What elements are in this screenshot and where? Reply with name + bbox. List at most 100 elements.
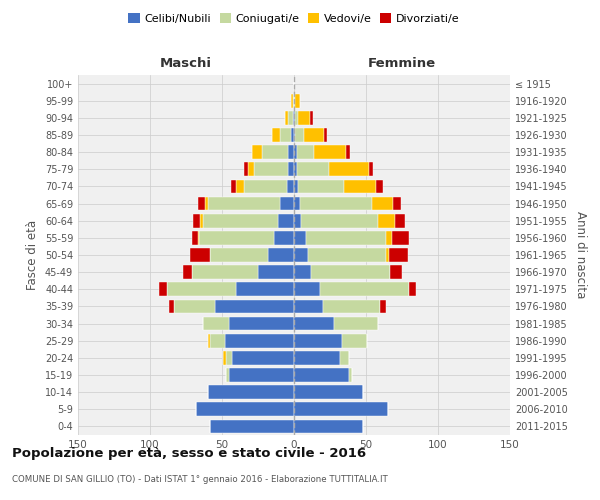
Text: Popolazione per età, sesso e stato civile - 2016: Popolazione per età, sesso e stato civil… [12, 448, 366, 460]
Bar [167, 282, 236, 296]
Bar [196, 402, 294, 416]
Bar [190, 248, 211, 262]
Bar [294, 334, 341, 347]
Bar [226, 368, 229, 382]
Bar [287, 180, 294, 194]
Bar [294, 231, 305, 244]
Bar [288, 162, 294, 176]
Bar [294, 128, 295, 142]
Bar [230, 180, 236, 194]
Bar [280, 128, 291, 142]
Bar [199, 231, 274, 244]
Bar [294, 248, 308, 262]
Bar [211, 420, 294, 434]
Bar [203, 214, 278, 228]
Bar [294, 351, 340, 364]
Bar [252, 146, 262, 159]
Bar [208, 386, 294, 399]
Bar [158, 282, 167, 296]
Bar [340, 351, 349, 364]
Bar [323, 300, 380, 314]
Bar [294, 420, 363, 434]
Bar [225, 334, 294, 347]
Bar [215, 300, 294, 314]
Bar [392, 231, 409, 244]
Bar [293, 111, 294, 124]
Bar [298, 180, 344, 194]
Bar [304, 128, 324, 142]
Bar [294, 214, 301, 228]
Bar [258, 266, 294, 279]
Bar [236, 180, 244, 194]
Bar [376, 180, 383, 194]
Bar [346, 146, 350, 159]
Bar [324, 128, 327, 142]
Bar [294, 94, 295, 108]
Bar [254, 162, 288, 176]
Bar [205, 196, 208, 210]
Bar [288, 146, 294, 159]
Bar [334, 316, 377, 330]
Bar [169, 300, 175, 314]
Bar [197, 231, 199, 244]
Bar [294, 402, 388, 416]
Bar [349, 368, 352, 382]
Bar [314, 146, 346, 159]
Bar [192, 266, 258, 279]
Bar [386, 248, 389, 262]
Bar [301, 214, 377, 228]
Bar [192, 231, 197, 244]
Bar [291, 94, 293, 108]
Bar [386, 231, 392, 244]
Bar [297, 146, 314, 159]
Bar [294, 146, 297, 159]
Bar [288, 111, 293, 124]
Bar [294, 180, 298, 194]
Bar [183, 266, 192, 279]
Bar [391, 266, 402, 279]
Bar [295, 128, 304, 142]
Bar [377, 214, 395, 228]
Bar [380, 300, 386, 314]
Bar [211, 248, 268, 262]
Bar [203, 316, 229, 330]
Bar [389, 248, 408, 262]
Bar [248, 162, 254, 176]
Bar [394, 196, 401, 210]
Bar [211, 334, 225, 347]
Y-axis label: Fasce di età: Fasce di età [26, 220, 39, 290]
Bar [244, 180, 287, 194]
Bar [294, 386, 363, 399]
Text: COMUNE DI SAN GILLIO (TO) - Dati ISTAT 1° gennaio 2016 - Elaborazione TUTTITALIA: COMUNE DI SAN GILLIO (TO) - Dati ISTAT 1… [12, 476, 388, 484]
Bar [295, 94, 300, 108]
Bar [200, 214, 203, 228]
Bar [310, 111, 313, 124]
Bar [229, 316, 294, 330]
Bar [395, 214, 405, 228]
Text: Femmine: Femmine [368, 57, 436, 70]
Bar [274, 231, 294, 244]
Bar [223, 351, 226, 364]
Bar [320, 282, 409, 296]
Bar [341, 334, 367, 347]
Bar [193, 214, 200, 228]
Bar [293, 94, 294, 108]
Bar [294, 266, 311, 279]
Legend: Celibi/Nubili, Coniugati/e, Vedovi/e, Divorziati/e: Celibi/Nubili, Coniugati/e, Vedovi/e, Di… [126, 10, 462, 26]
Bar [226, 351, 232, 364]
Bar [208, 334, 211, 347]
Bar [344, 180, 376, 194]
Bar [272, 128, 280, 142]
Bar [308, 248, 386, 262]
Bar [280, 196, 294, 210]
Bar [294, 316, 334, 330]
Bar [291, 128, 294, 142]
Text: Maschi: Maschi [160, 57, 212, 70]
Bar [305, 231, 386, 244]
Bar [294, 300, 323, 314]
Bar [197, 196, 205, 210]
Bar [294, 111, 295, 124]
Bar [298, 111, 310, 124]
Bar [369, 162, 373, 176]
Bar [232, 351, 294, 364]
